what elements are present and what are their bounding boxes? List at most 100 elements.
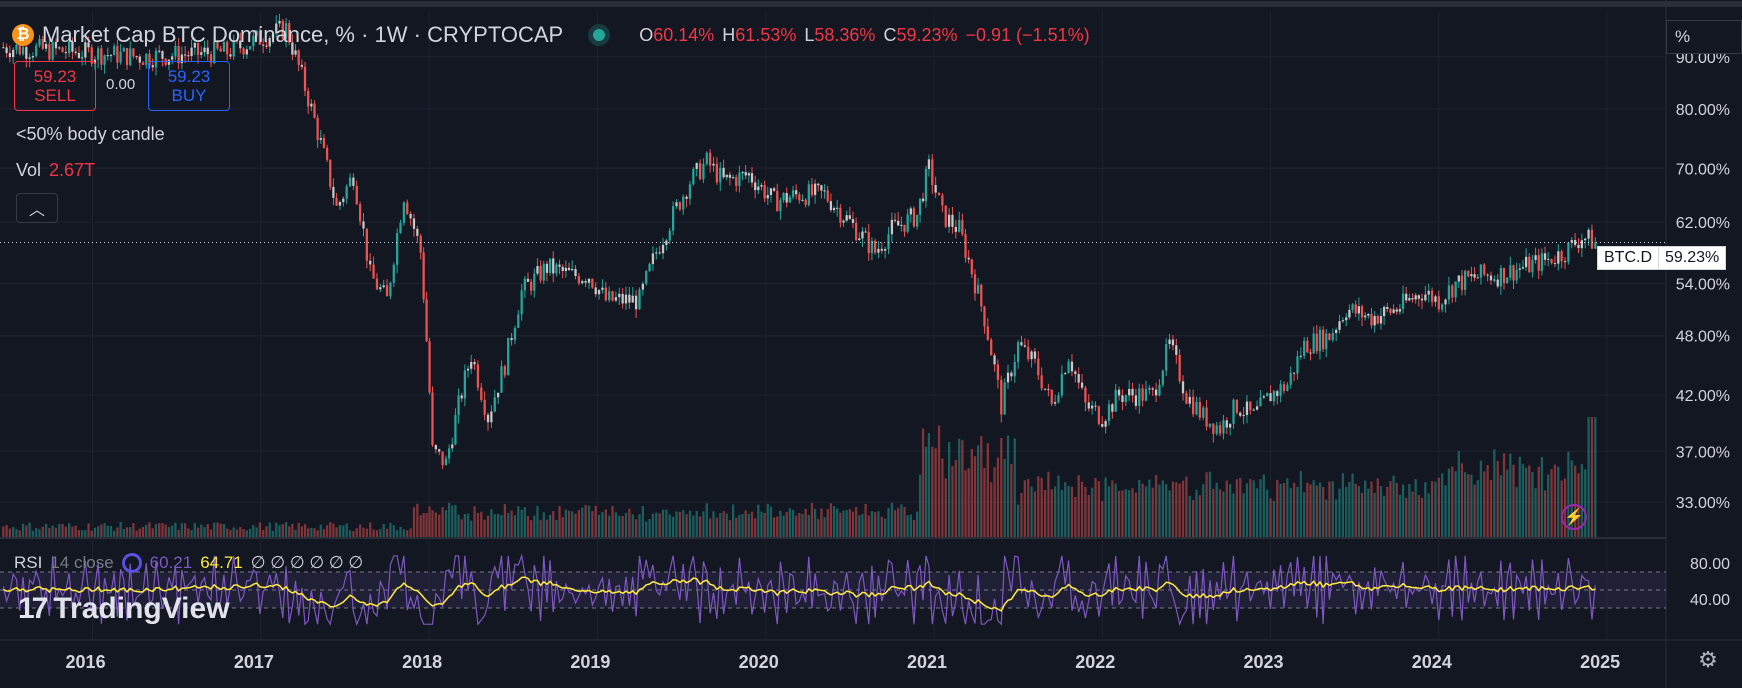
market-status-icon[interactable] xyxy=(593,29,606,41)
candle-body xyxy=(352,177,355,186)
volume-bar xyxy=(1229,484,1232,537)
volume-bar xyxy=(116,527,119,537)
volume-bar xyxy=(1528,465,1531,537)
volume-bar xyxy=(1131,488,1134,537)
candle-body xyxy=(983,306,986,327)
candle-body xyxy=(810,184,814,195)
candle-body xyxy=(776,190,779,212)
volume-bar xyxy=(196,527,200,537)
candle-body xyxy=(685,196,688,199)
candle-body xyxy=(1047,389,1050,391)
indicator-note[interactable]: <50% body candle xyxy=(16,124,165,144)
volume-bar xyxy=(906,515,909,537)
volume-bar xyxy=(416,503,419,537)
candle-body xyxy=(1563,261,1567,263)
volume-bar xyxy=(769,506,773,537)
volume-bar xyxy=(1441,473,1444,537)
volume-bar xyxy=(986,443,989,537)
candle-body xyxy=(906,214,909,232)
sell-button[interactable]: 59.23 SELL xyxy=(14,61,96,111)
volume-bar xyxy=(1023,480,1026,537)
rsi-ma-value: 64.71 xyxy=(200,553,243,572)
candle-body xyxy=(675,202,678,207)
volume-bar xyxy=(303,524,307,537)
volume-bar xyxy=(539,520,542,537)
candle-body xyxy=(779,200,782,212)
percent-scale-toggle[interactable]: % xyxy=(1666,20,1742,54)
rsi-legend[interactable]: RSI 14 close 60.21 64.71 ∅ ∅ ∅ ∅ ∅ ∅ xyxy=(14,553,363,573)
candle-body xyxy=(1010,372,1013,377)
candle-body xyxy=(325,147,329,160)
candle-body xyxy=(271,33,275,39)
candle-body xyxy=(722,167,725,178)
candle-body xyxy=(934,185,937,193)
volume-bar xyxy=(1386,486,1389,537)
lightning-icon[interactable]: ⚡ xyxy=(1561,504,1587,530)
candle-body xyxy=(438,449,441,452)
volume-bar xyxy=(1212,488,1215,537)
ohlc-values: O60.14% H61.53% L58.36% C59.23% −0.91 (−… xyxy=(639,24,1090,45)
volume-bar xyxy=(322,529,326,537)
candle-body xyxy=(68,41,71,54)
volume-bar xyxy=(1121,490,1124,537)
candle-body xyxy=(877,248,880,253)
candle-body xyxy=(912,208,916,227)
candle-body xyxy=(864,231,867,233)
candle-body xyxy=(64,52,67,54)
volume-bar xyxy=(931,446,934,537)
candle-body xyxy=(1335,329,1338,334)
candle-body xyxy=(239,40,242,49)
volume-legend[interactable]: Vol 2.67T xyxy=(16,160,96,180)
candle-body xyxy=(61,47,64,53)
time-tick-label: 2017 xyxy=(234,652,274,672)
volume-bar xyxy=(558,505,561,537)
candle-body xyxy=(291,42,294,55)
volume-bar xyxy=(961,440,964,537)
volume-bar xyxy=(970,448,973,537)
chart-title[interactable]: Market Cap BTC Dominance, % · 1W · CRYPT… xyxy=(42,22,564,47)
volume-bar xyxy=(1573,465,1577,537)
volume-bar xyxy=(548,514,552,537)
volume-bar xyxy=(1010,464,1013,537)
candle-body xyxy=(1570,240,1573,243)
volume-bar xyxy=(954,460,957,537)
candle-body xyxy=(1148,388,1151,390)
volume-bar xyxy=(1312,480,1315,537)
volume-bar xyxy=(444,510,448,537)
candle-body xyxy=(548,258,552,273)
collapse-legend-button[interactable]: ︿ xyxy=(16,193,58,223)
volume-bar xyxy=(648,518,651,537)
volume-bar xyxy=(281,524,284,537)
volume-bar xyxy=(1181,480,1185,537)
volume-bar xyxy=(1338,488,1341,537)
candle-body xyxy=(715,163,719,183)
volume-bar xyxy=(996,457,1000,537)
candle-body xyxy=(1345,317,1348,321)
gear-icon[interactable]: ⚙ xyxy=(1698,647,1718,672)
volume-bar xyxy=(451,505,454,537)
candle-body xyxy=(12,49,15,58)
candle-body xyxy=(1195,401,1198,415)
tradingview-logo[interactable]: 17 TradingView xyxy=(18,592,230,625)
volume-bar xyxy=(747,513,750,537)
buy-button[interactable]: 59.23 BUY xyxy=(148,61,230,111)
rsi-tick-label: 40.00 xyxy=(1690,592,1730,609)
candle-body xyxy=(129,48,132,65)
volume-bar xyxy=(817,518,820,537)
volume-bar xyxy=(77,530,81,537)
volume-bar xyxy=(294,529,297,537)
candle-body xyxy=(520,290,523,315)
volume-bar xyxy=(916,511,919,537)
volume-bar xyxy=(608,515,611,537)
candle-body xyxy=(1321,329,1325,350)
volume-bar xyxy=(719,512,722,537)
candle-body xyxy=(1272,391,1276,402)
volume-bar xyxy=(618,515,621,537)
candle-body xyxy=(1229,423,1232,428)
volume-bar xyxy=(1296,486,1299,537)
candle-body xyxy=(1289,372,1292,385)
candle-body xyxy=(621,293,624,304)
candle-body xyxy=(788,197,792,203)
candle-body xyxy=(1266,393,1269,397)
